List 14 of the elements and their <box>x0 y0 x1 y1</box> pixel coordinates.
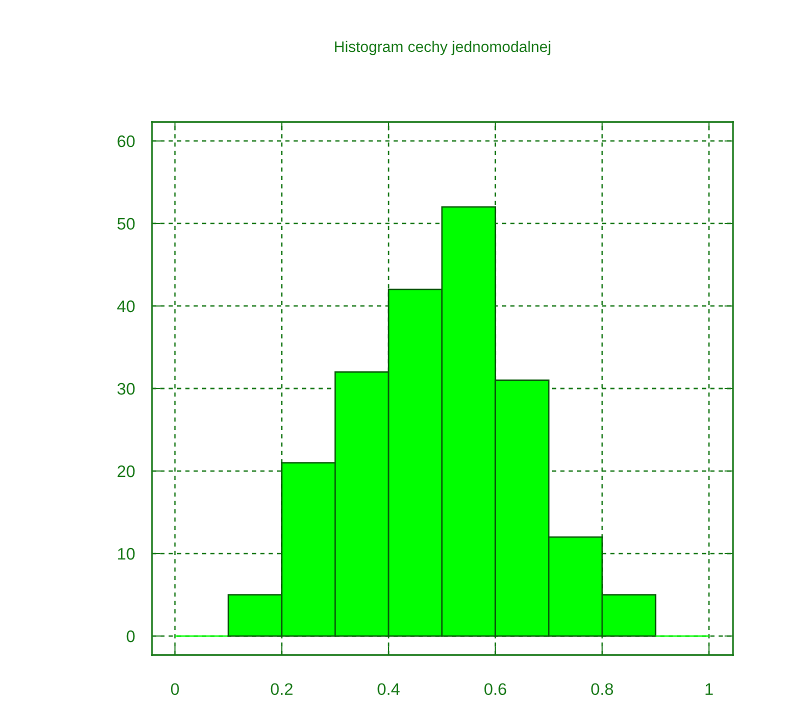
x-tick-label: 0.2 <box>270 683 293 696</box>
chart-title: Histogram cechy jednomodalnej <box>335 40 550 56</box>
x-tick-label: 0.6 <box>484 683 506 696</box>
y-tick-label: 60 <box>118 135 135 148</box>
x-tick-label: 0 <box>170 683 179 696</box>
y-tick-label: 0 <box>126 630 135 642</box>
y-tick-label: 40 <box>117 300 135 312</box>
y-tick-label: 10 <box>118 548 135 560</box>
x-tick-label: 1 <box>706 683 713 695</box>
x-tick-label: 0.8 <box>591 683 614 696</box>
x-tick-label: 0.4 <box>378 683 400 696</box>
y-tick-label: 50 <box>117 218 135 230</box>
y-tick-label: 20 <box>118 465 135 478</box>
y-tick-label: 30 <box>117 382 135 395</box>
